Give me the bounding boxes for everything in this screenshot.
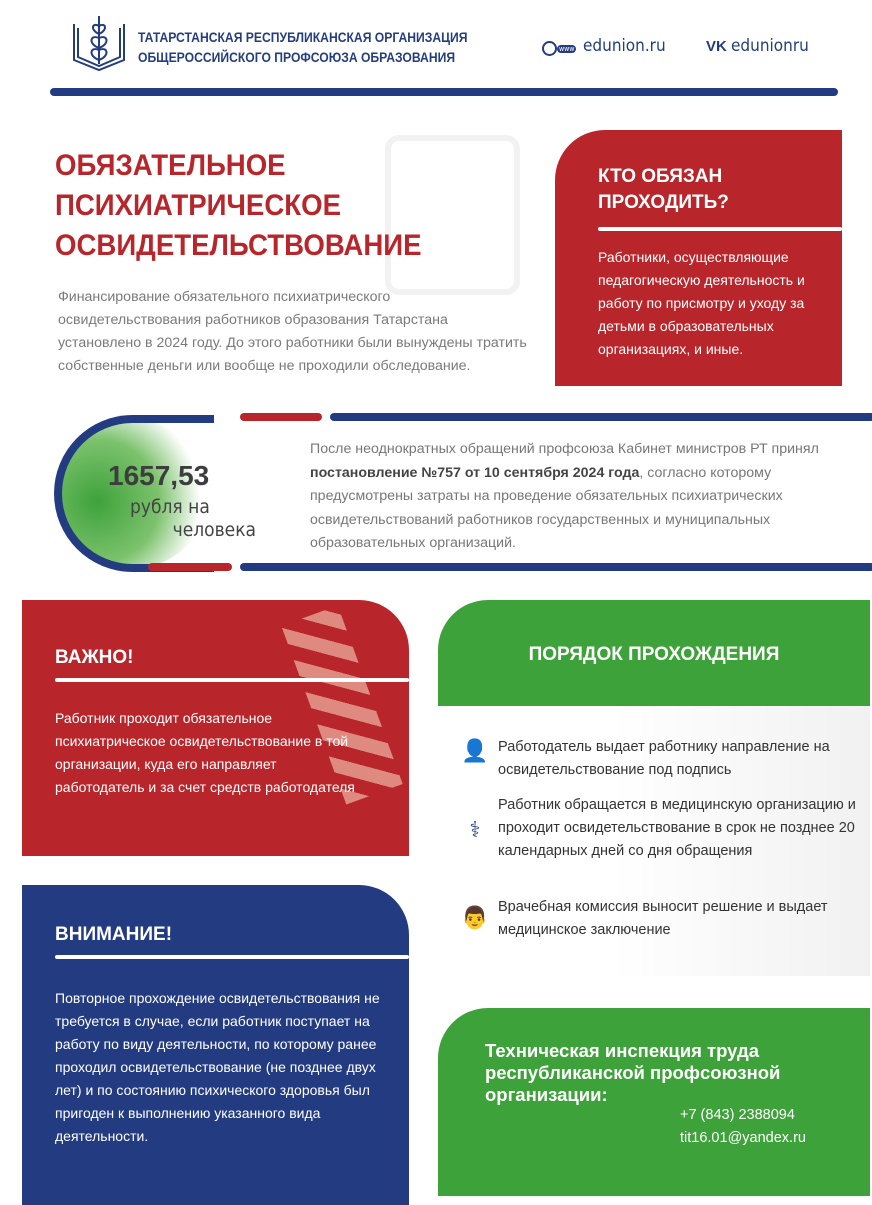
cost-unit: рубля на человека bbox=[108, 496, 256, 542]
header-divider bbox=[50, 88, 838, 96]
www-badge: www bbox=[557, 44, 577, 53]
attention-divider bbox=[55, 955, 409, 959]
decree-number: постановление №757 от 10 сентября 2024 г… bbox=[310, 464, 640, 481]
stethoscope-icon: ⚕ bbox=[469, 818, 481, 843]
globe-icon: www bbox=[542, 38, 578, 56]
decree-before: После неоднократных обращений профсоюза … bbox=[310, 441, 819, 457]
employer-icon: 👤 bbox=[461, 739, 489, 764]
cost-unit-line-2: человека bbox=[172, 519, 256, 541]
attention-title: ВНИМАНИЕ! bbox=[55, 924, 173, 945]
decor-bar bbox=[330, 413, 872, 421]
website-link[interactable]: edunion.ru bbox=[583, 36, 666, 56]
who-must-box: КТО ОБЯЗАН ПРОХОДИТЬ? Работники, осущест… bbox=[555, 130, 842, 386]
attention-text: Повторное прохождение освидетельствовани… bbox=[55, 990, 380, 1144]
cost-amount: 1657,53 bbox=[108, 460, 210, 491]
procedure-steps: 👤 Работодатель выдает работнику направле… bbox=[438, 706, 870, 976]
who-divider bbox=[598, 227, 842, 231]
vk-link[interactable]: edunionru bbox=[731, 36, 809, 56]
title-line-3: ОСВИДЕТЕЛЬСТВОВАНИЕ bbox=[55, 229, 422, 262]
procedure-step: Работодатель выдает работнику направлени… bbox=[498, 739, 830, 778]
decor-bar bbox=[240, 413, 322, 421]
title-line-1: ОБЯЗАТЕЛЬНОЕ bbox=[55, 149, 286, 182]
who-title: КТО ОБЯЗАН ПРОХОДИТЬ? bbox=[598, 166, 729, 213]
doctor-icon: 👨 bbox=[461, 906, 489, 931]
title-line-2: ПСИХИАТРИЧЕСКОЕ bbox=[55, 189, 341, 222]
cost-unit-line-1: рубля на bbox=[130, 496, 210, 518]
procedure-title: ПОРЯДОК ПРОХОЖДЕНИЯ bbox=[528, 644, 780, 665]
medical-document-watermark bbox=[385, 135, 520, 295]
inspection-phone[interactable]: +7 (843) 2388094 bbox=[680, 1107, 795, 1123]
procedure-step: Врачебная комиссия выносит решение и выд… bbox=[498, 899, 828, 938]
inspection-box: Техническая инспекция труда республиканс… bbox=[438, 1008, 870, 1196]
important-box: ВАЖНО! Работник проходит обязательное пс… bbox=[22, 600, 409, 856]
important-text: Работник проходит обязательное психиатри… bbox=[55, 710, 355, 795]
decree-text: После неоднократных обращений профсоюза … bbox=[310, 438, 830, 556]
attention-box: ВНИМАНИЕ! Повторное прохождение освидете… bbox=[22, 885, 409, 1205]
procedure-step: Работник обращается в медицинскую органи… bbox=[498, 797, 856, 859]
intro-text: Финансирование обязательного психиатриче… bbox=[58, 289, 527, 374]
vk-icon: VK bbox=[706, 38, 727, 55]
org-line-2: ОБЩЕРОССИЙСКОГО ПРОФСОЮЗА ОБРАЗОВАНИЯ bbox=[138, 50, 456, 65]
org-line-1: ТАТАРСТАНСКАЯ РЕСПУБЛИКАНСКАЯ ОРГАНИЗАЦИ… bbox=[138, 30, 468, 45]
inspection-email[interactable]: tit16.01@yandex.ru bbox=[680, 1130, 806, 1146]
union-logo bbox=[73, 16, 125, 72]
inspection-title: Техническая инспекция труда республиканс… bbox=[485, 1040, 781, 1105]
decree-after: , согласно которому предусмотрены затрат… bbox=[310, 464, 783, 552]
arc bbox=[54, 415, 214, 572]
org-name: ТАТАРСТАНСКАЯ РЕСПУБЛИКАНСКАЯ ОРГАНИЗАЦИ… bbox=[138, 28, 467, 68]
important-title: ВАЖНО! bbox=[55, 647, 134, 668]
decor-bar bbox=[148, 563, 232, 571]
page-title: ОБЯЗАТЕЛЬНОЕ ПСИХИАТРИЧЕСКОЕ ОСВИДЕТЕЛЬС… bbox=[55, 146, 422, 266]
important-divider bbox=[55, 678, 409, 682]
decor-bar bbox=[240, 563, 872, 571]
procedure-header: ПОРЯДОК ПРОХОЖДЕНИЯ bbox=[438, 600, 870, 706]
who-text: Работники, осуществляющие педагогическую… bbox=[598, 249, 805, 357]
